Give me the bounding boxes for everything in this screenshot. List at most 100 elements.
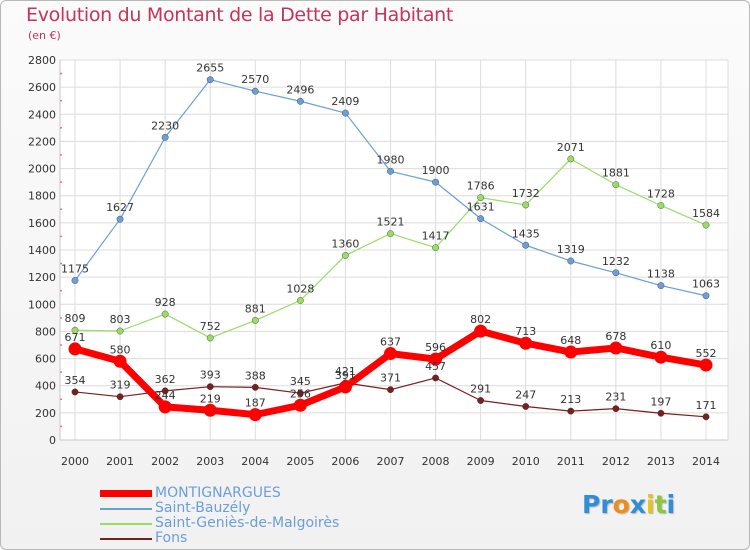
y-minor-tick bbox=[60, 371, 62, 374]
data-point bbox=[251, 87, 259, 95]
x-tick-label: 2014 bbox=[692, 455, 720, 468]
data-point bbox=[71, 277, 79, 284]
data-point bbox=[293, 398, 307, 412]
legend-label: Saint-Geniès-de-Malgoirès bbox=[155, 515, 340, 531]
data-label: 637 bbox=[380, 336, 401, 349]
data-label: 1175 bbox=[61, 263, 89, 276]
data-point bbox=[567, 407, 575, 415]
y-minor-tick bbox=[60, 316, 62, 319]
data-point bbox=[296, 389, 304, 397]
y-tick-label: 2200 bbox=[28, 135, 56, 148]
data-label: 1028 bbox=[286, 282, 314, 295]
y-tick-label: 1400 bbox=[28, 244, 56, 257]
data-label: 219 bbox=[200, 392, 221, 405]
data-label: 362 bbox=[155, 373, 176, 386]
data-point bbox=[161, 387, 169, 395]
data-label: 231 bbox=[605, 391, 626, 404]
data-label: 928 bbox=[155, 296, 176, 309]
data-point bbox=[251, 317, 259, 324]
data-point bbox=[71, 326, 79, 334]
data-label: 1435 bbox=[512, 227, 540, 240]
data-point bbox=[206, 383, 214, 391]
data-label: 1521 bbox=[377, 216, 405, 229]
y-tick-label: 600 bbox=[35, 353, 56, 366]
data-label: 596 bbox=[425, 341, 446, 354]
data-point bbox=[203, 403, 217, 417]
y-tick-label: 0 bbox=[49, 434, 56, 447]
data-point bbox=[657, 282, 665, 289]
data-label: 802 bbox=[470, 313, 491, 326]
proxiti-logo: Proxiti bbox=[582, 490, 675, 519]
data-label: 1584 bbox=[692, 207, 720, 220]
data-label: 1138 bbox=[647, 268, 675, 281]
data-label: 171 bbox=[696, 399, 717, 412]
logo-letter: i bbox=[666, 490, 676, 519]
data-point bbox=[251, 383, 259, 391]
data-label: 291 bbox=[470, 383, 491, 396]
legend-label: Saint-Bauzély bbox=[155, 500, 251, 516]
y-tick-label: 2000 bbox=[28, 163, 56, 176]
y-minor-tick bbox=[60, 154, 62, 156]
data-label: 256 bbox=[290, 387, 311, 400]
y-minor-tick bbox=[60, 72, 62, 75]
data-point bbox=[116, 327, 124, 335]
data-label: 393 bbox=[200, 369, 221, 382]
data-point bbox=[206, 76, 214, 84]
data-point bbox=[116, 215, 124, 223]
data-label: 213 bbox=[560, 393, 581, 406]
y-tick-label: 400 bbox=[35, 380, 56, 393]
legend-item-montignargues: MONTIGNARGUES bbox=[100, 485, 400, 502]
legend-item-saint-genies: Saint-Geniès-de-Malgoirès bbox=[100, 515, 400, 532]
data-label: 371 bbox=[380, 372, 401, 385]
y-minor-tick bbox=[60, 208, 62, 211]
data-label: 421 bbox=[335, 365, 356, 378]
x-tick-label: 2013 bbox=[647, 455, 675, 468]
chart-unit: (en €) bbox=[28, 29, 61, 42]
data-label: 391 bbox=[335, 369, 356, 382]
data-point bbox=[113, 354, 127, 368]
y-minor-tick bbox=[60, 289, 62, 292]
data-point bbox=[206, 334, 214, 342]
legend-label: Fons bbox=[155, 530, 188, 546]
series-saint-geni-s-de-malgoir-s bbox=[71, 155, 710, 342]
data-point bbox=[567, 155, 575, 163]
logo-letter: o bbox=[612, 490, 630, 519]
y-tick-label: 1200 bbox=[28, 271, 56, 284]
y-minor-tick bbox=[60, 398, 62, 401]
data-label: 197 bbox=[650, 395, 671, 408]
data-label: 1417 bbox=[422, 230, 450, 243]
data-label: 1627 bbox=[106, 201, 134, 214]
y-minor-tick bbox=[60, 181, 62, 184]
data-point bbox=[567, 257, 575, 265]
y-tick-label: 800 bbox=[35, 325, 56, 338]
data-point bbox=[68, 342, 82, 356]
data-point bbox=[474, 324, 488, 338]
data-label: 2655 bbox=[196, 62, 224, 75]
data-point bbox=[338, 380, 352, 394]
data-point bbox=[429, 352, 443, 366]
data-point bbox=[657, 409, 665, 417]
legend-label: MONTIGNARGUES bbox=[155, 485, 281, 501]
data-point bbox=[248, 408, 262, 422]
data-label: 1980 bbox=[377, 153, 405, 166]
chart-title: Evolution du Montant de la Dette par Hab… bbox=[26, 4, 454, 26]
y-minor-tick bbox=[60, 344, 62, 346]
y-minor-tick bbox=[60, 235, 62, 238]
data-point bbox=[71, 388, 79, 396]
data-label: 1786 bbox=[467, 180, 495, 193]
data-label: 2230 bbox=[151, 119, 179, 132]
x-tick-label: 2004 bbox=[241, 455, 269, 468]
series-saint-bauz-ly bbox=[71, 76, 710, 300]
data-label: 648 bbox=[560, 334, 581, 347]
y-tick-label: 2800 bbox=[28, 54, 56, 67]
x-tick-label: 2010 bbox=[512, 455, 540, 468]
data-label: 2071 bbox=[557, 141, 585, 154]
data-point bbox=[609, 341, 623, 355]
data-point bbox=[522, 201, 530, 209]
data-point bbox=[161, 133, 169, 141]
logo-letter: P bbox=[582, 490, 601, 519]
y-tick-label: 200 bbox=[35, 407, 56, 420]
data-label: 345 bbox=[290, 375, 311, 388]
data-label: 2496 bbox=[286, 83, 314, 96]
data-label: 610 bbox=[650, 339, 671, 352]
